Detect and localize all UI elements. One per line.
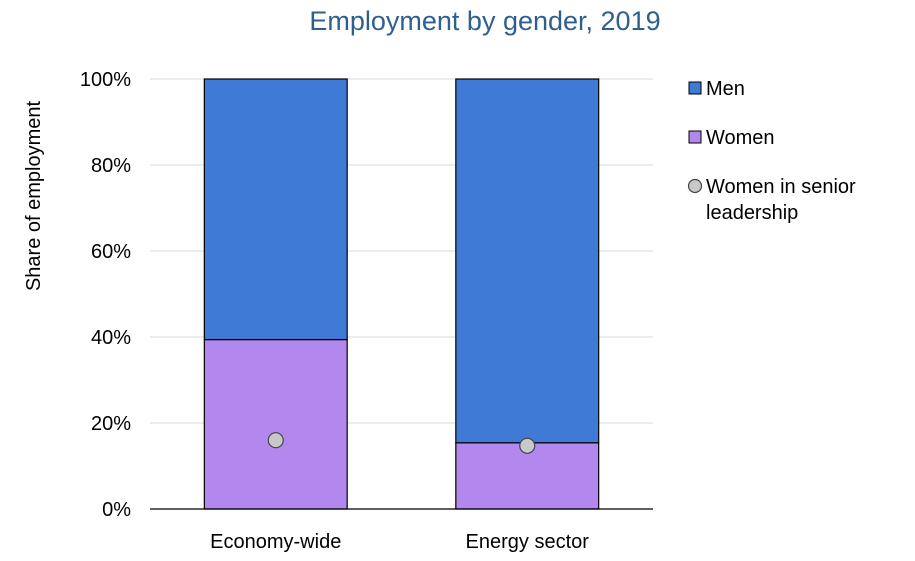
bar-men (203, 78, 348, 341)
y-axis-label: Share of employment (23, 101, 45, 292)
markers (267, 432, 536, 454)
bars (203, 78, 600, 510)
marker-women-senior-leadership (519, 437, 536, 454)
y-tick-label: 20% (91, 413, 131, 435)
y-tick-label: 60% (91, 241, 131, 263)
chart-title: Employment by gender, 2019 (309, 6, 660, 36)
marker-women-senior-leadership (267, 432, 284, 449)
y-tick-label: 0% (102, 499, 131, 521)
legend-label: Men (706, 78, 745, 100)
legend-marker (687, 178, 703, 194)
bar-men (455, 78, 600, 444)
legend-swatch (688, 130, 702, 144)
x-tick-label: Economy-wide (210, 531, 341, 553)
legend-label: Women in senior leadership (706, 176, 856, 224)
x-tick-label: Energy sector (466, 531, 590, 553)
y-tick-label: 40% (91, 327, 131, 349)
axes: 0% 20% 40% 60% 80% 100% Economy-wide Energy sec… (80, 69, 653, 553)
bar-women (203, 338, 348, 510)
y-tick-label: 80% (91, 155, 131, 177)
legend-label: Women (706, 127, 775, 149)
legend: Men Women Women in senior leadership (687, 78, 856, 224)
legend-swatch (688, 81, 702, 95)
y-tick-label: 100% (80, 69, 131, 91)
